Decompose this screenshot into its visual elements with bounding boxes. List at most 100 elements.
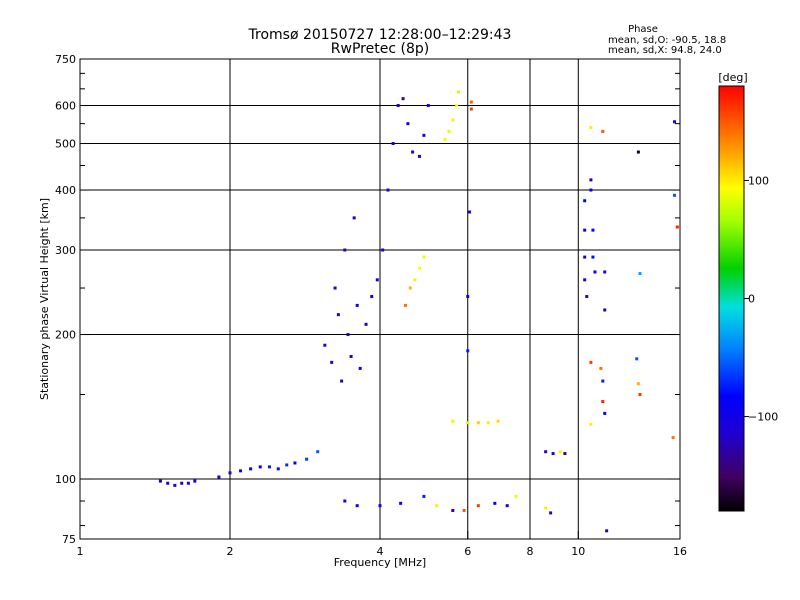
chart-subtitle: RwPretec (8p) <box>331 41 429 57</box>
data-point <box>355 303 359 307</box>
x-tick-label: 16 <box>673 545 687 558</box>
data-point <box>514 494 518 498</box>
data-point <box>544 506 548 510</box>
data-point <box>563 452 567 456</box>
data-point <box>589 422 593 426</box>
data-point <box>451 118 455 122</box>
data-point <box>493 501 497 505</box>
data-point <box>673 193 677 197</box>
data-point <box>466 421 470 425</box>
data-point <box>605 529 609 533</box>
y-axis-label: Stationary phase Virtual Height [km] <box>38 198 51 400</box>
data-points <box>158 90 679 533</box>
data-point <box>447 129 451 133</box>
data-point <box>186 481 190 485</box>
data-point <box>349 355 353 358</box>
data-point <box>451 508 455 512</box>
data-point <box>583 228 587 232</box>
data-point <box>352 216 356 220</box>
x-tick-label: 1 <box>77 545 84 558</box>
data-point <box>355 504 359 508</box>
data-point <box>316 450 320 454</box>
data-point <box>673 120 677 124</box>
data-point <box>496 419 500 423</box>
data-point <box>468 210 472 214</box>
data-point <box>378 504 382 508</box>
data-point <box>267 465 271 469</box>
data-point <box>375 278 379 282</box>
data-point <box>601 129 605 133</box>
data-point <box>422 494 426 498</box>
data-point <box>399 501 403 505</box>
data-point <box>589 188 593 192</box>
gridlines <box>80 59 680 539</box>
data-point <box>406 122 410 126</box>
colorbar-tick-label: 100 <box>748 174 769 187</box>
data-point <box>462 508 466 512</box>
data-point <box>671 436 675 440</box>
data-point <box>638 393 642 397</box>
data-point <box>583 255 587 259</box>
data-point <box>593 270 597 274</box>
data-point <box>333 286 337 290</box>
data-point <box>180 481 184 485</box>
data-point <box>589 178 593 182</box>
data-point <box>675 225 679 229</box>
data-point <box>285 463 289 467</box>
data-point <box>589 360 593 364</box>
stats-heading: Phase <box>628 24 658 35</box>
data-point <box>558 450 562 454</box>
data-point <box>166 481 170 485</box>
data-point <box>217 475 221 479</box>
colorbar <box>718 85 745 512</box>
colorbar-label: [deg] <box>718 71 747 84</box>
data-point <box>258 465 262 469</box>
data-point <box>505 504 509 508</box>
data-point <box>469 107 473 111</box>
y-tick-label: 600 <box>55 100 76 113</box>
data-point <box>386 188 390 192</box>
data-point <box>457 90 461 94</box>
data-point <box>293 461 297 465</box>
data-point <box>417 154 421 158</box>
data-point <box>396 104 400 108</box>
stats-line-x: mean, sd,X: 94.8, 24.0 <box>608 45 722 56</box>
data-point <box>599 366 603 370</box>
data-point <box>601 400 605 404</box>
data-point <box>323 343 327 347</box>
data-point <box>158 479 162 483</box>
x-tick-labels: 1 2 4 6 8 10 16 <box>77 545 688 558</box>
data-point <box>601 379 605 383</box>
data-point <box>435 504 439 508</box>
data-point <box>591 255 595 259</box>
data-point <box>417 266 421 270</box>
y-tick-label: 300 <box>55 244 76 257</box>
y-tick-label: 400 <box>55 184 76 197</box>
data-point <box>403 303 407 307</box>
data-point <box>469 100 473 104</box>
data-point <box>603 308 607 312</box>
data-point <box>591 228 595 232</box>
data-point <box>343 248 347 252</box>
data-point <box>401 97 405 101</box>
data-point <box>381 248 385 252</box>
data-point <box>336 313 340 317</box>
data-point <box>413 278 417 282</box>
data-point <box>476 504 480 508</box>
data-point <box>358 366 362 370</box>
colorbar-ticks: 100 0 −100 <box>744 174 778 424</box>
data-point <box>343 499 347 503</box>
data-point <box>466 295 470 299</box>
data-point <box>451 419 455 423</box>
data-point <box>486 421 490 425</box>
data-point <box>551 452 555 456</box>
data-point <box>638 272 642 276</box>
data-point <box>173 483 177 487</box>
x-tick-label: 6 <box>464 545 471 558</box>
data-point <box>330 360 334 364</box>
x-tick-label: 10 <box>571 545 585 558</box>
data-point <box>549 511 553 515</box>
data-point <box>476 421 480 425</box>
data-point <box>603 411 607 415</box>
